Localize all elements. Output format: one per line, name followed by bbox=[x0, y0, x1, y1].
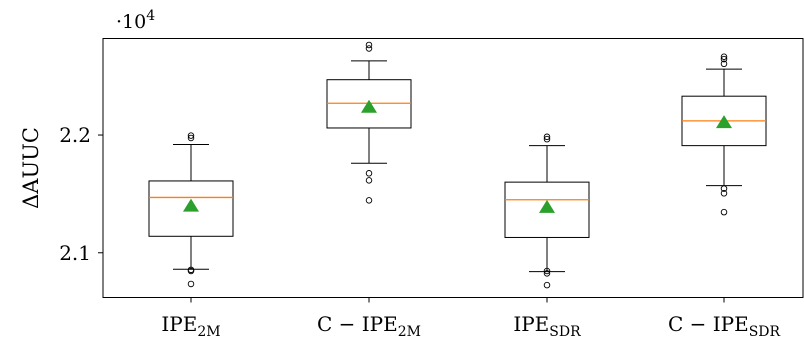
outlier-point bbox=[720, 190, 728, 197]
box-group bbox=[326, 41, 412, 204]
outlier-point bbox=[187, 132, 195, 139]
outlier-point bbox=[720, 185, 728, 192]
box-group bbox=[504, 133, 590, 289]
outlier-point bbox=[543, 281, 551, 289]
outlier-point bbox=[365, 170, 373, 177]
mean-marker bbox=[183, 198, 199, 212]
mean-marker bbox=[539, 199, 555, 213]
x-tick-label: C − IPE2M bbox=[317, 312, 421, 340]
x-tick-label: IPE2M bbox=[161, 312, 220, 340]
box-group bbox=[148, 132, 234, 288]
box-iqr bbox=[148, 180, 234, 237]
outlier-point bbox=[187, 134, 195, 142]
outlier-point bbox=[187, 280, 195, 288]
outlier-point bbox=[187, 266, 195, 274]
y-axis-label: ΔAUUC bbox=[19, 127, 43, 209]
mean-marker bbox=[361, 99, 377, 113]
y-tick-label: 2.1 bbox=[59, 241, 91, 265]
outlier-point bbox=[720, 53, 728, 60]
outlier-point bbox=[720, 60, 728, 68]
outlier-point bbox=[543, 270, 551, 277]
outlier-point bbox=[365, 177, 373, 184]
outlier-point bbox=[365, 41, 373, 49]
y-tick-label: 2.2 bbox=[59, 123, 91, 147]
x-tick-label: IPESDR bbox=[513, 312, 581, 340]
outlier-point bbox=[543, 133, 551, 141]
outlier-point bbox=[543, 267, 551, 275]
outlier-point bbox=[720, 208, 728, 216]
y-axis-multiplier: ·104 bbox=[116, 8, 155, 33]
x-tick-label: C − IPESDR bbox=[668, 312, 781, 340]
mean-marker bbox=[716, 115, 732, 129]
outlier-point bbox=[365, 197, 373, 204]
outlier-point bbox=[365, 45, 373, 52]
outlier-point bbox=[543, 135, 551, 143]
plot-frame bbox=[102, 38, 804, 298]
box-group bbox=[681, 53, 767, 216]
box-iqr bbox=[504, 181, 590, 238]
outlier-point bbox=[720, 55, 728, 63]
